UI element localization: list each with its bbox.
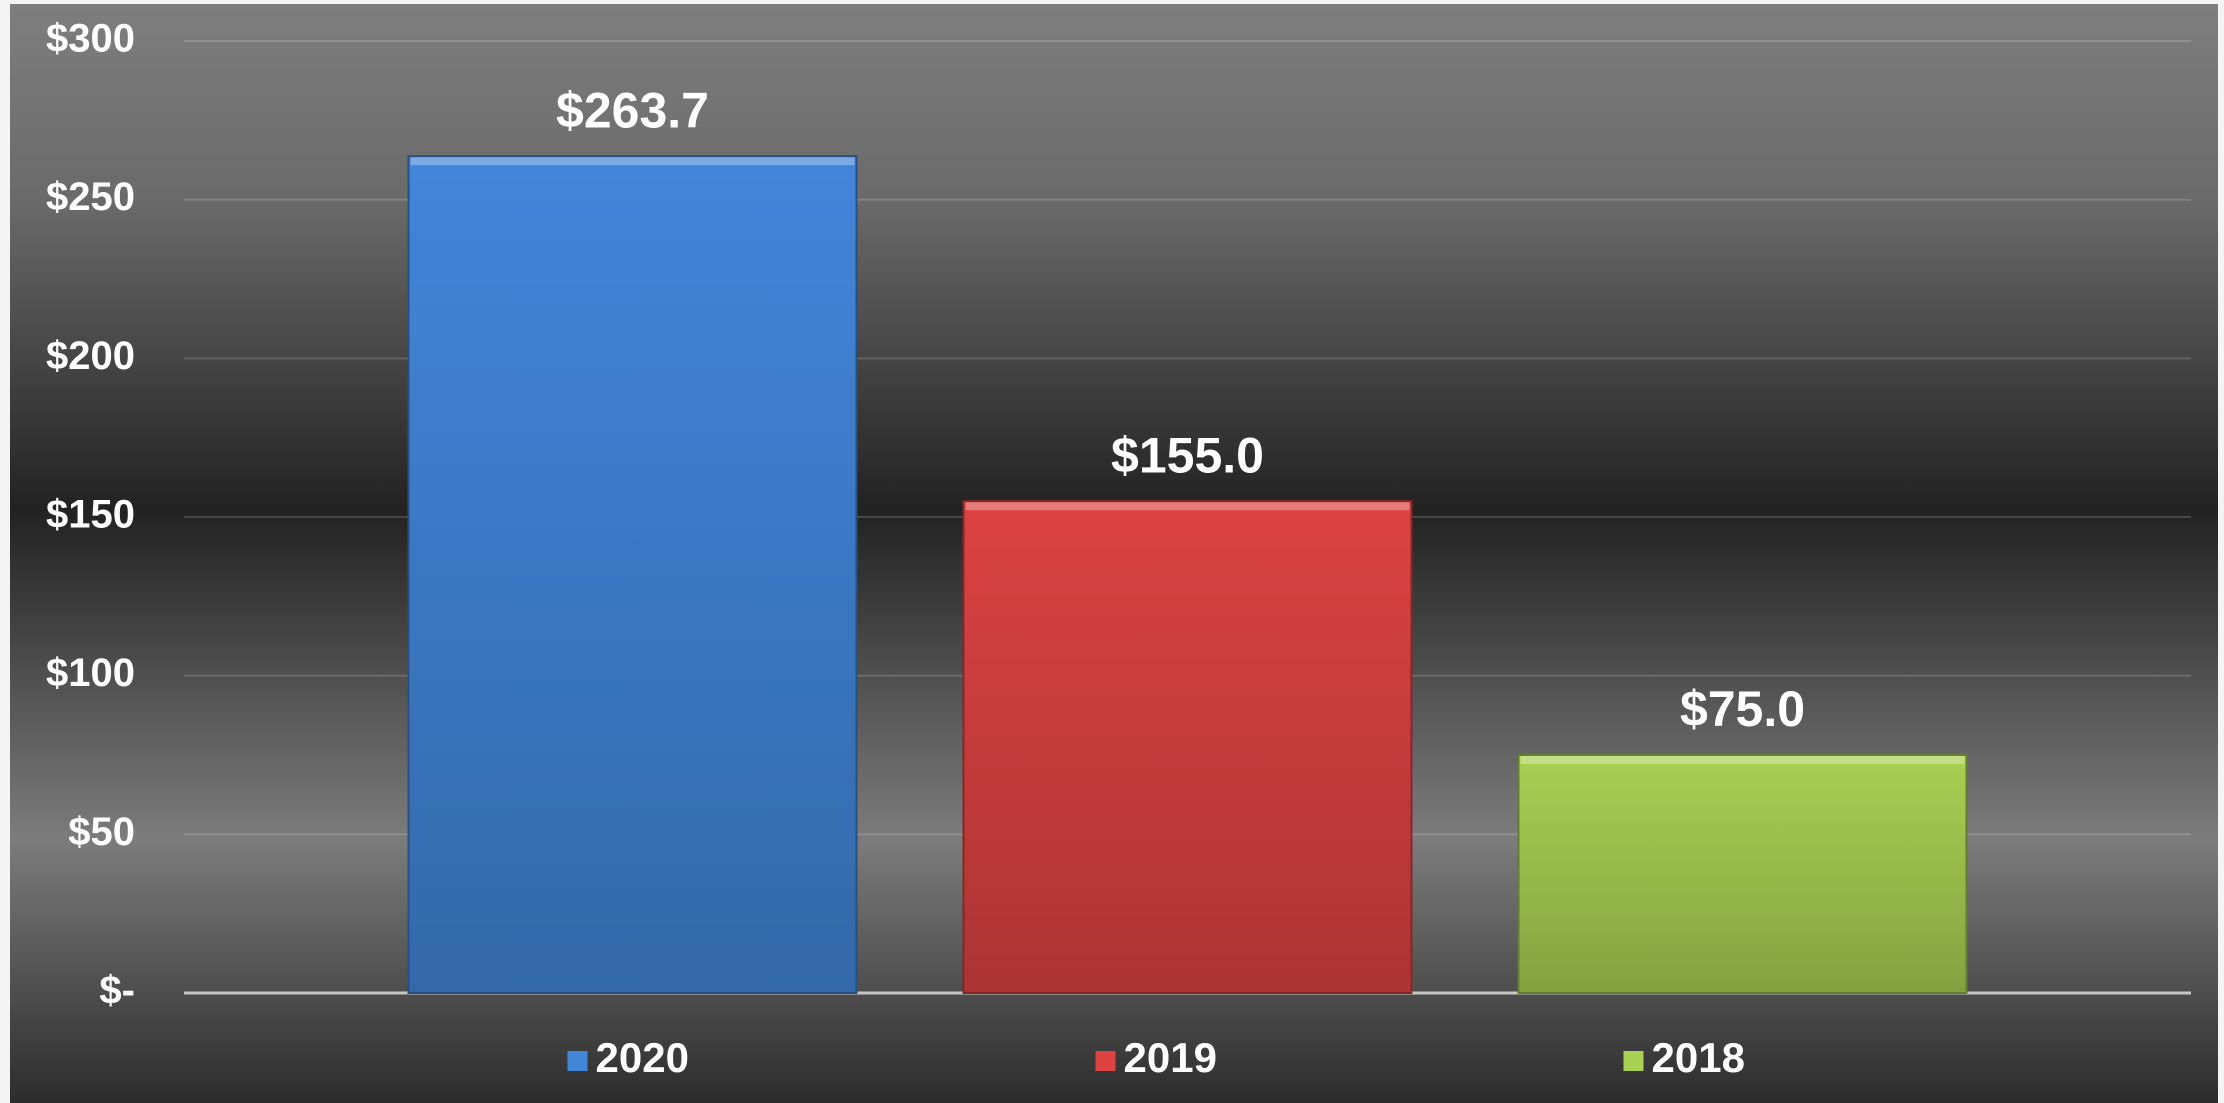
legend-marker — [567, 1051, 588, 1071]
legend-marker — [1623, 1051, 1644, 1071]
bar-highlight — [410, 157, 855, 166]
y-tick-label: $- — [99, 969, 135, 1013]
bar-highlight — [965, 502, 1410, 511]
legend-label: 2020 — [596, 1034, 689, 1081]
bar — [962, 500, 1413, 994]
y-tick-label: $150 — [46, 493, 135, 537]
legend-label: 2018 — [1652, 1034, 1745, 1081]
bar-highlight — [1520, 756, 1965, 764]
bar — [407, 155, 858, 994]
y-tick-label: $300 — [46, 17, 135, 61]
legend-marker — [1095, 1051, 1116, 1071]
y-tick-label: $200 — [46, 334, 135, 378]
data-label: $263.7 — [556, 82, 709, 138]
y-tick-label: $250 — [46, 175, 135, 219]
y-tick-label: $100 — [46, 651, 135, 695]
bar — [1517, 754, 1968, 994]
data-label: $155.0 — [1111, 427, 1264, 483]
legend-label: 2019 — [1124, 1034, 1217, 1081]
data-label: $75.0 — [1680, 681, 1805, 737]
y-tick-label: $50 — [68, 810, 135, 854]
